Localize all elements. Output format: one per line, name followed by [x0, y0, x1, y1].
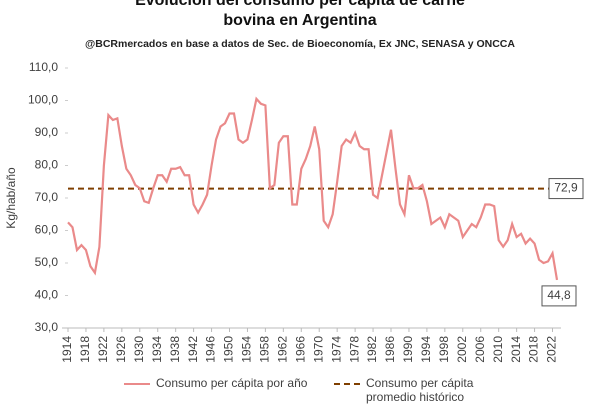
x-tick-label: 2006 — [473, 336, 487, 363]
x-tick-label: 1946 — [204, 336, 218, 363]
x-tick-label: 1994 — [419, 336, 433, 363]
x-tick-label: 1926 — [114, 336, 128, 363]
x-tick-label: 2022 — [545, 336, 559, 363]
y-tick-label: 110,0 — [29, 60, 58, 74]
x-tick-label: 1934 — [150, 336, 164, 363]
y-tick-label: 80,0 — [35, 158, 59, 172]
y-tick-label: 90,0 — [35, 125, 59, 139]
legend-swatch — [334, 383, 360, 385]
x-tick-label: 1962 — [276, 336, 290, 363]
series-line — [67, 96, 559, 281]
x-tick-label: 1970 — [311, 336, 325, 363]
legend-item: Consumo per cápita por año — [124, 376, 307, 390]
x-tick-label: 2018 — [527, 336, 541, 363]
y-tick-label: 100,0 — [28, 93, 58, 107]
x-tick-label: 1914 — [60, 336, 74, 363]
x-tick-label: 1982 — [365, 336, 379, 363]
x-tick-label: 1978 — [347, 336, 361, 363]
x-tick-label: 1918 — [78, 336, 92, 363]
end-label: 44,8 — [547, 288, 571, 302]
x-tick-label: 1954 — [240, 336, 254, 363]
x-tick-label: 2010 — [491, 336, 505, 363]
legend-swatch — [124, 383, 150, 385]
label-box — [541, 285, 577, 307]
x-tick-label: 1950 — [222, 336, 236, 363]
label-box — [548, 178, 584, 200]
y-tick-label: 60,0 — [35, 223, 59, 237]
chart-title: Evolución del consumo per cápita de carn… — [135, 0, 465, 29]
y-tick-label: 50,0 — [35, 255, 59, 269]
x-tick-label: 2002 — [455, 336, 469, 363]
x-tick-label: 2014 — [509, 336, 523, 363]
y-tick-label: 40,0 — [35, 288, 59, 302]
chart-subtitle: @BCRmercados en base a datos de Sec. de … — [85, 38, 515, 50]
y-tick-label: 30,0 — [35, 320, 59, 334]
y-axis-label: Kg/hab/año — [4, 167, 18, 229]
x-tick-label: 1938 — [168, 336, 182, 363]
y-tick-label: 70,0 — [35, 190, 59, 204]
x-tick-label: 1986 — [383, 336, 397, 363]
x-tick-label: 1958 — [258, 336, 272, 363]
legend-label: Consumo per cápita por año — [156, 376, 308, 390]
x-tick-label: 1998 — [437, 336, 451, 363]
x-tick-label: 1966 — [293, 336, 307, 363]
x-tick-label: 1942 — [186, 336, 200, 363]
average-label: 72,9 — [554, 181, 578, 195]
x-tick-label: 1930 — [132, 336, 146, 363]
x-tick-label: 1990 — [401, 336, 415, 363]
x-tick-label: 1974 — [329, 336, 343, 363]
x-tick-label: 1922 — [96, 336, 110, 363]
